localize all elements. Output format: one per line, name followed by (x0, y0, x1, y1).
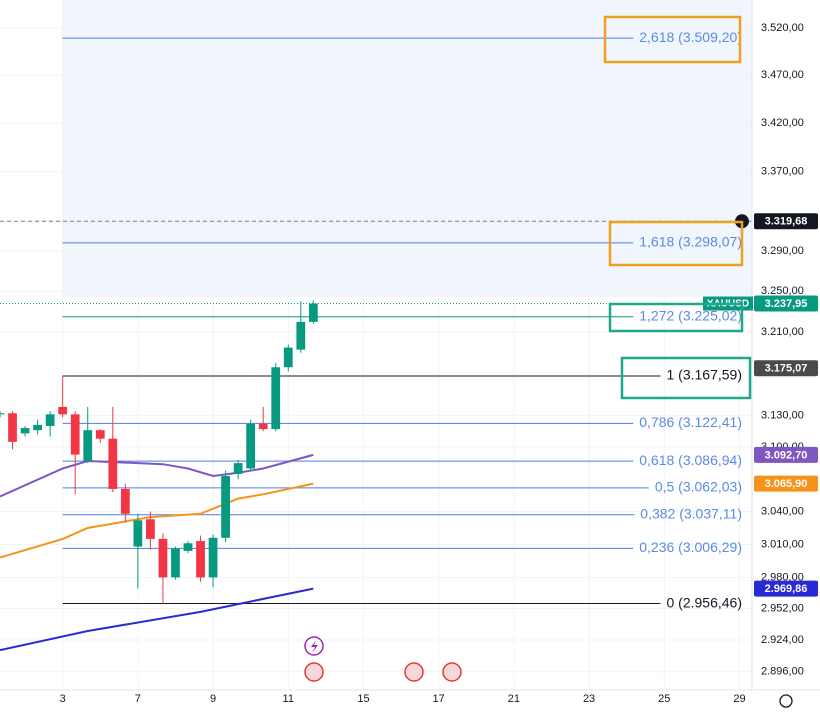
candle-body (208, 537, 218, 578)
x-tick-label: 25 (658, 693, 670, 705)
price-markers: 3.319,683.237,95XAUUSD3.175,073.092,703.… (703, 213, 818, 597)
price-marker-label: 3.237,95 (765, 298, 808, 310)
event-icon[interactable] (304, 662, 324, 682)
highlight-box (620, 356, 752, 400)
candle-body (146, 519, 155, 539)
y-tick-label: 2.980,00 (761, 571, 804, 583)
price-marker-box (754, 580, 818, 597)
event-icons (304, 636, 462, 682)
candle-body (45, 414, 55, 426)
candle-body (258, 423, 268, 430)
price-marker-label: 3.319,68 (765, 216, 808, 228)
event-icon[interactable] (404, 662, 424, 682)
x-tick-label: 23 (583, 693, 595, 705)
ma-lines (0, 453, 314, 652)
price-marker-box (754, 446, 818, 463)
grid (0, 0, 752, 690)
candle-body (120, 488, 130, 514)
candle-body (246, 423, 256, 469)
candle-body (296, 321, 306, 350)
candle-body (20, 428, 30, 434)
y-tick-label: 3.290,00 (761, 245, 804, 257)
candle-body (133, 520, 143, 547)
candle-body (271, 367, 281, 430)
y-tick-label: 3.210,00 (761, 326, 804, 338)
y-tick-label: 3.420,00 (761, 117, 804, 129)
y-tick-label: 3.370,00 (761, 166, 804, 178)
fib-label: 0,618 (3.086,94) (639, 452, 742, 468)
candle-body (33, 424, 42, 431)
y-tick-label: 3.010,00 (761, 538, 804, 550)
candle-body (70, 414, 80, 455)
price-marker-box (754, 295, 818, 312)
candles (0, 300, 318, 605)
price-marker-label: 3.092,70 (765, 449, 808, 461)
price-marker-label: 3.065,90 (765, 478, 808, 490)
candle-body (95, 430, 105, 439)
fib-levels: 2,618 (3.509,20) 1,618 (3.298,07) 1,272 (3… (62, 29, 743, 610)
axes: 3.520,003.470,003.420,003.370,003.320,00… (60, 22, 804, 705)
y-tick-label: 3.040,00 (761, 506, 804, 518)
candle-body (58, 406, 68, 415)
x-tick-label: 7 (135, 693, 141, 705)
x-tick-label: 15 (357, 693, 369, 705)
candle-body (283, 347, 293, 368)
candle-body (196, 541, 205, 578)
ma-line (0, 482, 314, 559)
fib-label: 1,618 (3.298,07) (639, 234, 742, 250)
fib-label: 2,618 (3.509,20) (639, 29, 742, 45)
candle-body (183, 543, 193, 551)
candle-body (8, 413, 17, 442)
price-marker-box (754, 360, 818, 377)
candle-body (0, 413, 5, 415)
y-tick-label: 2.896,00 (761, 666, 804, 678)
x-tick-label: 29 (733, 693, 745, 705)
x-tick-label: 9 (210, 693, 216, 705)
candle-body (171, 548, 180, 578)
candle-body (108, 438, 118, 489)
fib-label: 0,382 (3.037,11) (640, 505, 742, 521)
fib-label: 1,272 (3.225,02) (639, 307, 742, 323)
highlight-box (603, 15, 742, 64)
ma-line (0, 453, 314, 498)
fib-label: 0,786 (3.122,41) (639, 414, 742, 430)
fib-label: 0,236 (3.006,29) (639, 539, 742, 555)
settings-icon[interactable] (779, 694, 793, 708)
price-marker-label: 2.969,86 (765, 583, 808, 595)
fib-zone (62, 0, 752, 297)
fib-label: 0,5 (3.062,03) (655, 479, 742, 495)
x-tick-label: 17 (433, 693, 445, 705)
y-tick-label: 3.250,00 (761, 285, 804, 297)
fib-label: 1 (3.167,59) (667, 367, 743, 383)
y-tick-label: 2.952,00 (761, 602, 804, 614)
candle-body (83, 430, 93, 462)
price-marker-label: 3.175,07 (765, 363, 808, 375)
x-tick-label: 11 (283, 693, 294, 705)
candle-body (221, 476, 230, 538)
highlight-box (608, 220, 744, 267)
candle-body (158, 538, 168, 578)
candle-body (308, 303, 318, 322)
x-tick-label: 21 (508, 693, 520, 705)
y-tick-label: 2.924,00 (761, 634, 804, 646)
event-icon[interactable] (442, 662, 462, 682)
fib-label: 0 (2.956,46) (667, 594, 743, 610)
y-tick-label: 3.470,00 (761, 69, 804, 81)
price-marker-box (754, 213, 818, 230)
y-tick-label: 3.520,00 (761, 22, 804, 34)
y-tick-label: 3.130,00 (761, 409, 804, 421)
x-tick-label: 3 (60, 693, 66, 705)
price-marker-box (754, 475, 818, 492)
highlight-box (608, 302, 744, 333)
candle-body (233, 463, 243, 474)
ma-line (0, 587, 314, 652)
lightning (311, 640, 318, 653)
